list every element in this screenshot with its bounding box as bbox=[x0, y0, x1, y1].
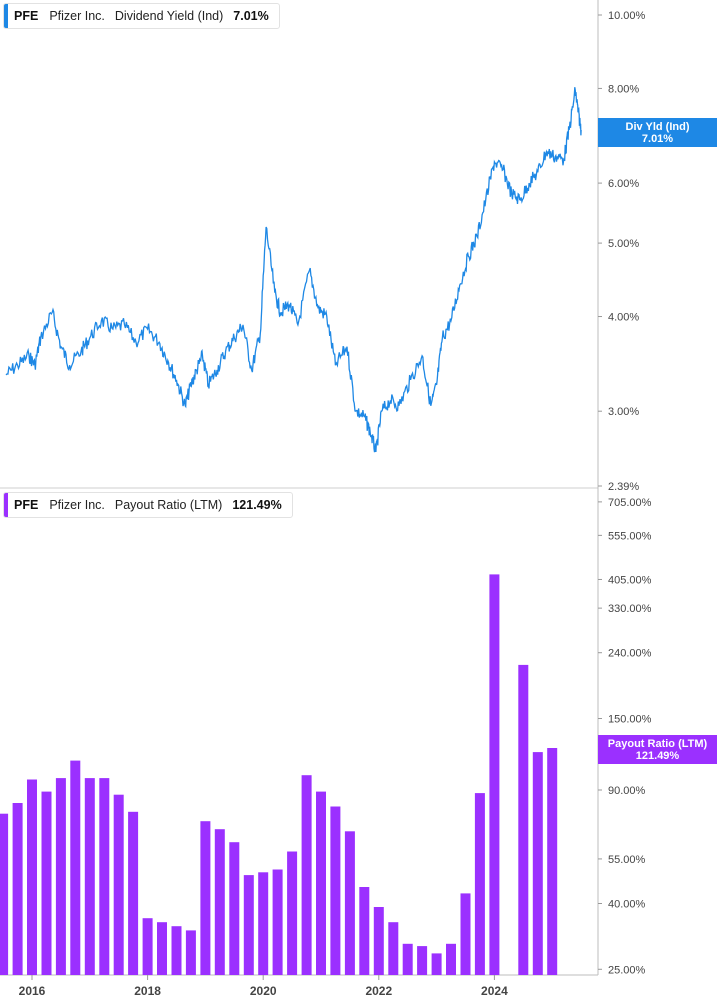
legend-company: Pfizer Inc. bbox=[49, 498, 105, 512]
payout-ratio-legend[interactable]: PFE Pfizer Inc. Payout Ratio (LTM) 121.4… bbox=[3, 492, 293, 518]
payout-bar bbox=[344, 831, 355, 975]
dividend-yield-legend[interactable]: PFE Pfizer Inc. Dividend Yield (Ind) 7.0… bbox=[3, 3, 280, 29]
payout-bar bbox=[330, 806, 341, 975]
tag-value: 121.49% bbox=[635, 750, 680, 762]
payout-bar bbox=[359, 887, 370, 975]
yield-y-axis: 10.00% 8.00% 6.00% 5.00% 4.00% 3.00% 2.39% bbox=[598, 10, 646, 493]
payout-bar bbox=[142, 918, 153, 975]
dividend-yield-line bbox=[5, 87, 582, 453]
payout-bar bbox=[41, 791, 52, 975]
payout-bar bbox=[272, 869, 283, 975]
y-tick-label: 8.00% bbox=[608, 83, 639, 95]
payout-bar bbox=[171, 926, 182, 975]
y-tick-label: 55.00% bbox=[608, 854, 646, 866]
legend-company: Pfizer Inc. bbox=[49, 9, 105, 23]
y-tick-label: 4.00% bbox=[608, 312, 639, 324]
payout-bar bbox=[316, 791, 326, 975]
dividend-yield-points bbox=[6, 90, 581, 452]
legend-metric: Payout Ratio (LTM) bbox=[114, 498, 223, 512]
payout-bar bbox=[185, 930, 196, 975]
payout-bar bbox=[417, 946, 428, 975]
payout-bar bbox=[70, 760, 81, 975]
x-tick-label: 2024 bbox=[481, 984, 508, 998]
payout-bar bbox=[12, 803, 23, 975]
x-tick-label: 2020 bbox=[250, 984, 277, 998]
payout-bar bbox=[388, 922, 399, 975]
payout-bar bbox=[200, 821, 211, 975]
payout-bar bbox=[113, 794, 124, 975]
y-tick-label: 705.00% bbox=[608, 497, 652, 509]
payout-bar bbox=[373, 907, 384, 975]
payout-bar bbox=[0, 813, 9, 975]
payout-ratio-current-tag: Payout Ratio (LTM) 121.49% bbox=[598, 735, 717, 764]
payout-bar bbox=[287, 851, 298, 975]
payout-bar bbox=[84, 778, 95, 975]
x-tick-label: 2018 bbox=[134, 984, 161, 998]
x-tick-label: 2016 bbox=[19, 984, 46, 998]
payout-bar bbox=[128, 811, 139, 975]
tag-label: Payout Ratio (LTM) bbox=[607, 738, 708, 750]
payout-bar bbox=[229, 842, 240, 975]
x-axis: 2016 2018 2020 2022 2024 bbox=[19, 975, 508, 998]
tag-value: 7.01% bbox=[641, 133, 674, 145]
y-tick-label: 25.00% bbox=[608, 964, 646, 976]
payout-bar bbox=[214, 829, 225, 975]
legend-color-swatch bbox=[4, 4, 8, 28]
payout-bar bbox=[474, 793, 485, 975]
legend-color-swatch bbox=[4, 493, 8, 517]
y-tick-label: 405.00% bbox=[608, 574, 652, 586]
payout-bar bbox=[55, 778, 66, 975]
payout-bar bbox=[446, 943, 456, 975]
legend-metric: Dividend Yield (Ind) bbox=[114, 9, 224, 23]
payout-bar bbox=[547, 748, 558, 975]
y-tick-label: 150.00% bbox=[608, 713, 652, 725]
y-tick-label: 555.00% bbox=[608, 530, 652, 542]
payout-bar bbox=[489, 574, 500, 975]
y-tick-label: 40.00% bbox=[608, 898, 646, 910]
tag-label: Div Yld (Ind) bbox=[625, 121, 690, 133]
y-tick-label: 90.00% bbox=[608, 785, 646, 797]
payout-bar bbox=[99, 778, 110, 975]
payout-bar bbox=[27, 779, 37, 975]
payout-bar bbox=[258, 872, 269, 975]
y-tick-label: 2.39% bbox=[608, 481, 639, 493]
legend-value: 121.49% bbox=[232, 498, 282, 512]
y-tick-label: 5.00% bbox=[608, 238, 639, 250]
dividend-yield-current-tag: Div Yld (Ind) 7.01% bbox=[598, 118, 717, 147]
payout-bar bbox=[431, 953, 442, 975]
payout-bar bbox=[460, 893, 471, 975]
y-tick-label: 10.00% bbox=[608, 10, 646, 22]
y-tick-label: 240.00% bbox=[608, 648, 652, 660]
payout-bar bbox=[157, 922, 167, 975]
legend-ticker: PFE bbox=[14, 498, 39, 512]
payout-bar bbox=[301, 775, 312, 975]
payout-bar bbox=[518, 664, 529, 975]
y-tick-label: 330.00% bbox=[608, 603, 652, 615]
payout-bar bbox=[532, 752, 543, 975]
legend-ticker: PFE bbox=[14, 9, 39, 23]
payout-y-axis: 705.00% 555.00% 405.00% 330.00% 240.00% 150.0… bbox=[598, 497, 652, 976]
payout-ratio-bars bbox=[0, 574, 558, 975]
payout-bar bbox=[402, 943, 413, 975]
payout-bar bbox=[243, 875, 254, 975]
x-tick-label: 2022 bbox=[365, 984, 392, 998]
y-tick-label: 6.00% bbox=[608, 178, 639, 190]
y-tick-label: 3.00% bbox=[608, 406, 639, 418]
legend-value: 7.01% bbox=[233, 9, 269, 23]
